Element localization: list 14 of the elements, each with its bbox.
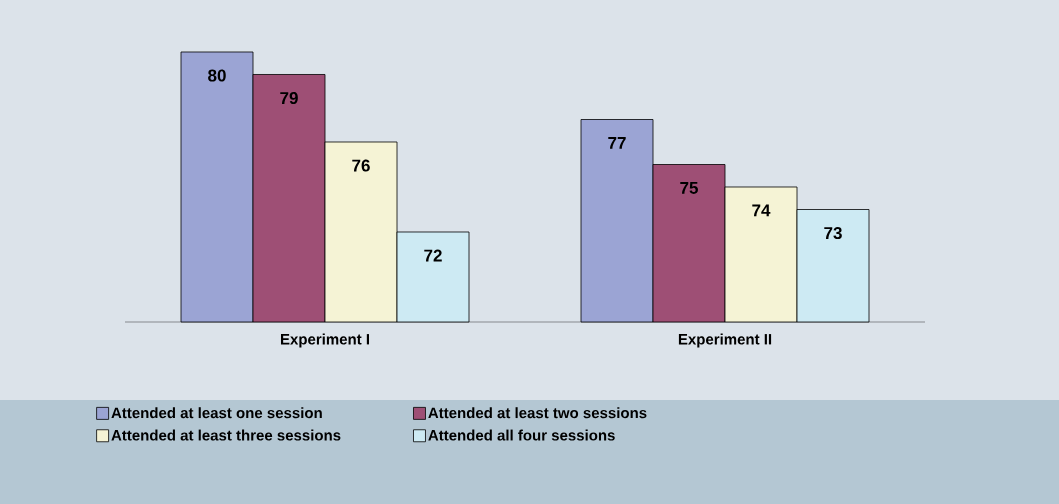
data-label: 72 xyxy=(424,249,442,262)
x-tick-label: Experiment II xyxy=(678,333,772,348)
data-label: 80 xyxy=(208,69,226,82)
data-label: 77 xyxy=(608,137,626,149)
legend-label: Attended all four sessions xyxy=(428,429,615,441)
legend-label: Attended at least two sessions xyxy=(428,407,647,419)
data-label: 74 xyxy=(752,204,771,217)
legend-label: Attended at least one session xyxy=(111,407,322,419)
data-label: 75 xyxy=(680,182,698,194)
x-tick-label: Experiment I xyxy=(280,333,369,348)
data-label: 76 xyxy=(352,159,370,172)
data-label: 79 xyxy=(280,92,298,105)
legend-label: Attended at least three sessions xyxy=(111,429,341,441)
data-label: 73 xyxy=(824,227,842,240)
